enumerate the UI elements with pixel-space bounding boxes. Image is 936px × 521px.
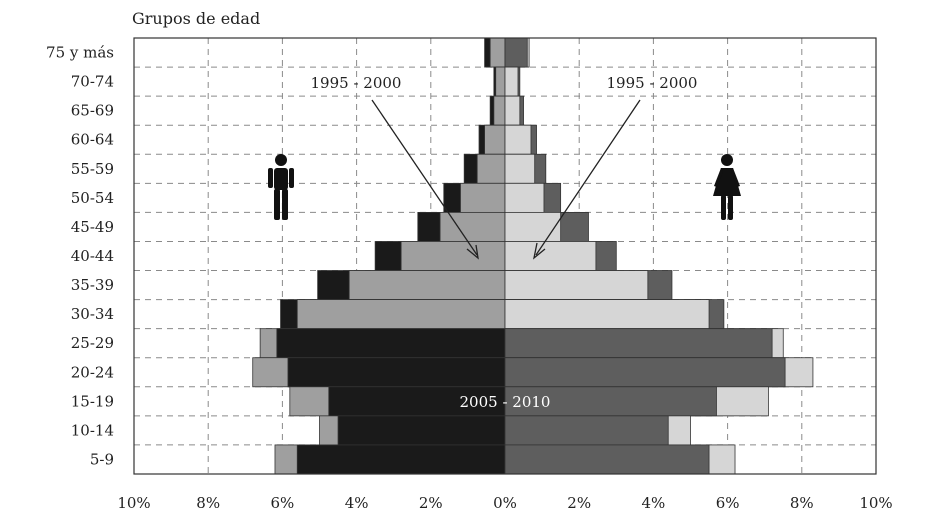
y-tick-label: 15-19	[71, 392, 114, 410]
x-tick-label: 6%	[271, 494, 295, 512]
x-tick-label: 10%	[859, 494, 892, 512]
y-tick-label: 65-69	[71, 102, 114, 120]
y-tick-label: 40-44	[71, 247, 114, 265]
bar-male-2005-2010	[328, 386, 506, 417]
y-tick-label: 55-59	[71, 160, 114, 178]
bar-male-1995-2000	[296, 299, 506, 330]
x-tick-label: 2%	[419, 494, 443, 512]
bar-male-1995-2000	[400, 241, 506, 271]
annotation-arrows	[371, 99, 641, 260]
y-tick-label: 10-14	[71, 421, 114, 439]
y-tick-label: 30-34	[71, 305, 114, 323]
x-tick-label: 6%	[716, 494, 740, 512]
y-tick-label: 45-49	[71, 218, 114, 236]
bar-female-1995-2000	[504, 211, 562, 242]
bar-female-2005-2010	[504, 444, 710, 475]
bar-male-2005-2010	[337, 415, 506, 446]
y-tick-label: 70-74	[71, 73, 114, 91]
annotation-label: 2005 - 2010	[460, 393, 551, 411]
bar-female-2005-2010	[504, 328, 773, 359]
y-tick-label: 75 y más	[46, 44, 114, 62]
y-tick-label: 5-9	[90, 450, 114, 468]
x-tick-label: 10%	[117, 494, 150, 512]
bar-male-1995-2000	[348, 270, 506, 300]
x-tick-label: 8%	[790, 494, 814, 512]
bar-female-1995-2000	[504, 270, 649, 300]
x-tick-label: 4%	[642, 494, 666, 512]
bar-female-2005-2010	[504, 37, 528, 68]
bar-male-1995-2000	[476, 153, 506, 184]
y-tick-label: 35-39	[71, 276, 114, 294]
bar-male-1995-2000	[460, 182, 506, 213]
annotation-label: 1995 - 2000	[311, 74, 402, 92]
plot-frame	[133, 37, 877, 475]
bar-male-1995-2000	[439, 211, 506, 242]
x-tick-label: 0%	[493, 494, 517, 512]
bar-female-1995-2000	[504, 66, 519, 97]
annotations: 1995 - 2000 1995 - 2000 2005 - 2010	[311, 74, 698, 411]
bar-male-1995-2000	[493, 95, 506, 126]
bar-male-1995-2000	[495, 66, 506, 97]
x-tick-label: 8%	[196, 494, 220, 512]
y-tick-label: 20-24	[71, 363, 114, 381]
x-tick-label: 4%	[345, 494, 369, 512]
bar-male-2005-2010	[296, 444, 506, 475]
female-figure-icon	[713, 154, 741, 220]
bar-male-1995-2000	[489, 37, 506, 68]
y-tick-label: 25-29	[71, 334, 114, 352]
bar-female-1995-2000	[504, 124, 532, 155]
y-axis-title: Grupos de edad	[132, 9, 260, 28]
bar-female-1995-2000	[504, 182, 545, 213]
annotation-label: 1995 - 2000	[607, 74, 698, 92]
bars-group	[252, 37, 814, 475]
bar-female-1995-2000	[504, 153, 536, 184]
y-tick-labels: 75 y más 70-74 65-69 60-64 55-59 50-54 45-49 40…	[46, 44, 114, 469]
bar-male-2005-2010	[276, 328, 506, 359]
x-tick-labels: 10% 8% 6% 4% 2% 0% 2% 4% 6% 8% 10%	[117, 494, 892, 512]
bar-male-2005-2010	[287, 357, 506, 388]
y-tick-label: 60-64	[71, 131, 114, 149]
male-figure-icon	[268, 154, 294, 220]
y-tick-label: 50-54	[71, 189, 114, 207]
bar-male-1995-2000	[484, 124, 506, 155]
bar-female-1995-2000	[504, 95, 521, 126]
bar-female-2005-2010	[504, 357, 786, 388]
bar-female-2005-2010	[504, 386, 717, 417]
bar-female-1995-2000	[504, 241, 597, 271]
bar-female-2005-2010	[504, 415, 669, 446]
bar-female-1995-2000	[504, 299, 710, 330]
x-tick-label: 2%	[567, 494, 591, 512]
